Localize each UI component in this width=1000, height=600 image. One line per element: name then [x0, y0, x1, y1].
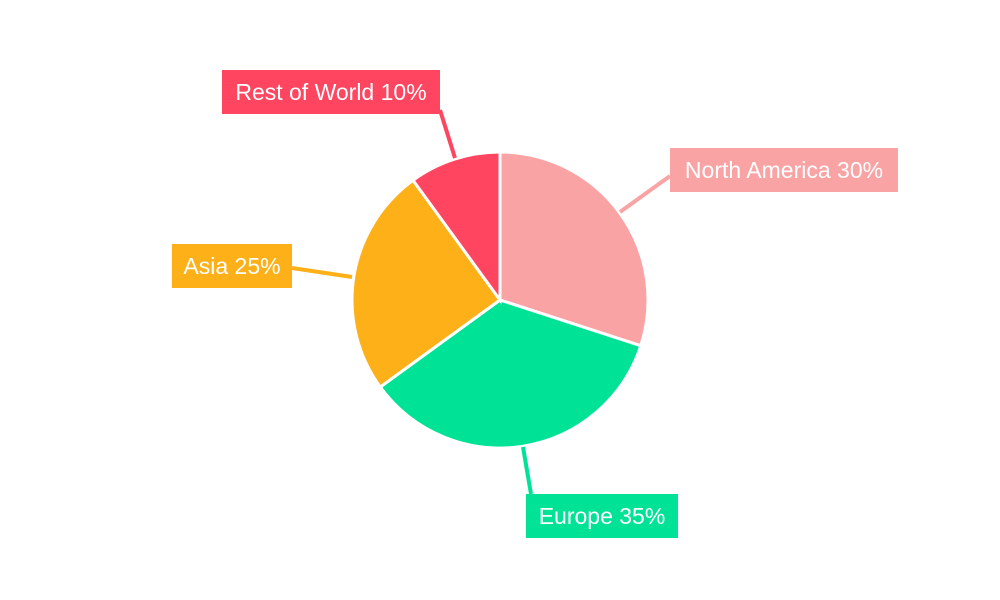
data-label: Europe 35% — [539, 503, 666, 529]
label-box — [222, 70, 440, 114]
leader-line — [521, 446, 533, 495]
pie-slice-north-america[interactable] — [498, 150, 650, 348]
leader-line — [438, 109, 457, 159]
leader-line — [618, 174, 672, 214]
pie-slice-rest-of-world[interactable] — [410, 150, 502, 305]
callouts: North America 30% Europe 35% Asia 25% Rest … — [172, 70, 898, 538]
pie-slice-asia[interactable] — [350, 178, 503, 390]
data-label: North America 30% — [685, 157, 883, 183]
pie-slice-europe[interactable] — [378, 298, 643, 450]
label-box — [526, 494, 678, 538]
pie-slices — [350, 150, 650, 450]
data-label: Rest of World 10% — [235, 79, 426, 105]
data-label: Asia 25% — [183, 253, 280, 279]
label-box — [670, 148, 898, 192]
label-box — [172, 244, 292, 288]
leader-line — [291, 266, 353, 279]
